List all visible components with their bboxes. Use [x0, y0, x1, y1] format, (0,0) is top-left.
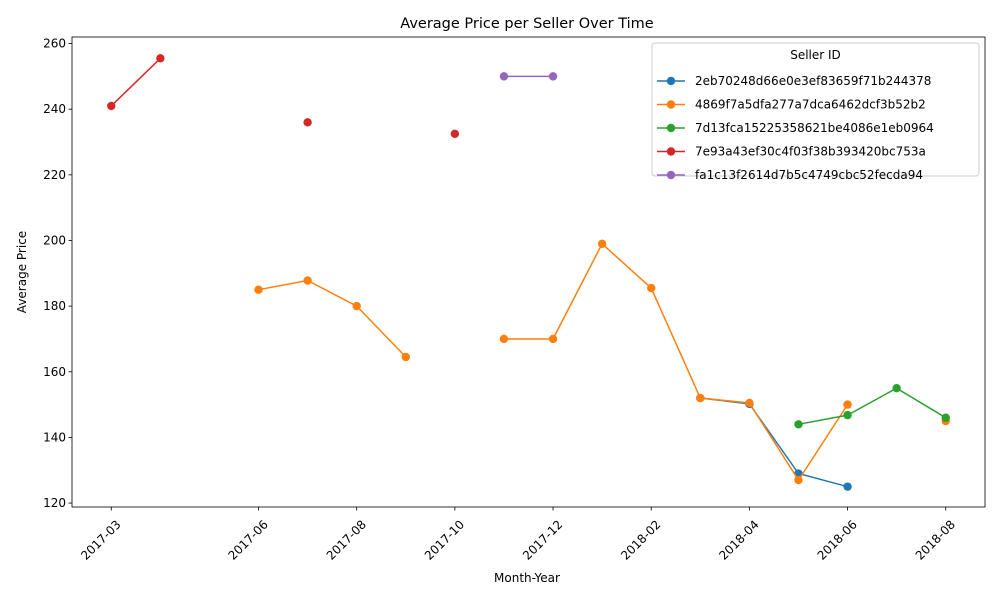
legend-marker [666, 76, 676, 86]
x-tick-label: 2017-03 [78, 517, 123, 562]
series-2 [254, 239, 950, 485]
x-tick-label: 2018-08 [913, 517, 958, 562]
legend-marker [666, 147, 676, 156]
data-point [794, 475, 803, 485]
legend-marker [666, 170, 676, 180]
series-line [110, 57, 161, 107]
data-point [303, 118, 312, 127]
data-point [401, 352, 410, 362]
data-point [303, 276, 312, 285]
data-point [647, 283, 656, 293]
x-tick-label: 2018-04 [716, 517, 761, 562]
data-point [548, 334, 558, 344]
y-tick-label: 140 [43, 430, 66, 444]
series-line [798, 387, 947, 426]
x-axis-title: Month-Year [494, 571, 560, 585]
y-tick-label: 160 [43, 365, 66, 379]
y-axis-title: Average Price [15, 231, 29, 313]
data-point [499, 72, 509, 81]
chart-title: Average Price per Seller Over Time [400, 16, 654, 32]
y-tick-label: 240 [43, 102, 66, 116]
legend-label: fa1c13f2614d7b5c4749cbc52fecda94 [695, 168, 923, 182]
data-point [794, 420, 803, 429]
legend-item: 2eb70248d66e0e3ef83659f71b244378 [657, 74, 931, 88]
series-line [258, 279, 407, 358]
data-point [548, 72, 558, 81]
x-tick-label: 2018-02 [618, 517, 663, 562]
legend-item: 7d13fca15225358621be4086e1eb0964 [657, 121, 934, 135]
x-tick-label: 2017-12 [520, 517, 565, 562]
data-point [843, 482, 852, 491]
legend: Seller ID 2eb70248d66e0e3ef83659f71b24437… [651, 42, 980, 182]
legend-marker [666, 123, 676, 133]
data-point [254, 285, 263, 294]
y-tick-label: 260 [43, 37, 66, 51]
data-point [450, 129, 460, 139]
legend-item: 4869f7a5dfa277a7dca6462dcf3b52b2 [657, 98, 926, 112]
legend-item: 7e93a43ef30c4f03f38b393420bc753a [657, 145, 926, 159]
y-tick-label: 220 [43, 168, 66, 182]
legend-label: 7e93a43ef30c4f03f38b393420bc753a [695, 145, 926, 159]
x-tick-label: 2018-06 [815, 517, 860, 562]
data-point [892, 383, 901, 393]
legend-label: 4869f7a5dfa277a7dca6462dcf3b52b2 [695, 98, 926, 112]
data-point [499, 334, 509, 344]
data-point [156, 54, 165, 63]
series-line [504, 242, 849, 482]
legend-item: fa1c13f2614d7b5c4749cbc52fecda94 [657, 168, 923, 182]
series-5 [499, 72, 558, 81]
y-tick-label: 120 [43, 496, 66, 510]
legend-marker [666, 100, 676, 109]
legend-label: 7d13fca15225358621be4086e1eb0964 [695, 121, 934, 135]
data-point [745, 398, 754, 408]
series-3 [794, 383, 950, 429]
data-point [597, 239, 607, 248]
data-point [843, 410, 852, 420]
legend-title: Seller ID [790, 48, 841, 62]
data-point [352, 301, 361, 311]
x-tick-label: 2017-06 [226, 517, 271, 562]
y-tick-label: 200 [43, 233, 66, 247]
x-tick-label: 2017-08 [324, 517, 369, 562]
data-point [107, 101, 116, 111]
axes-frame [71, 36, 986, 508]
series-4 [107, 54, 460, 139]
data-point [941, 413, 950, 422]
legend-label: 2eb70248d66e0e3ef83659f71b244378 [695, 74, 931, 88]
legend-box [651, 42, 980, 177]
x-tick-label: 2017-10 [422, 517, 467, 562]
y-tick-label: 180 [43, 299, 66, 313]
data-point [843, 400, 852, 409]
data-point [696, 393, 705, 403]
